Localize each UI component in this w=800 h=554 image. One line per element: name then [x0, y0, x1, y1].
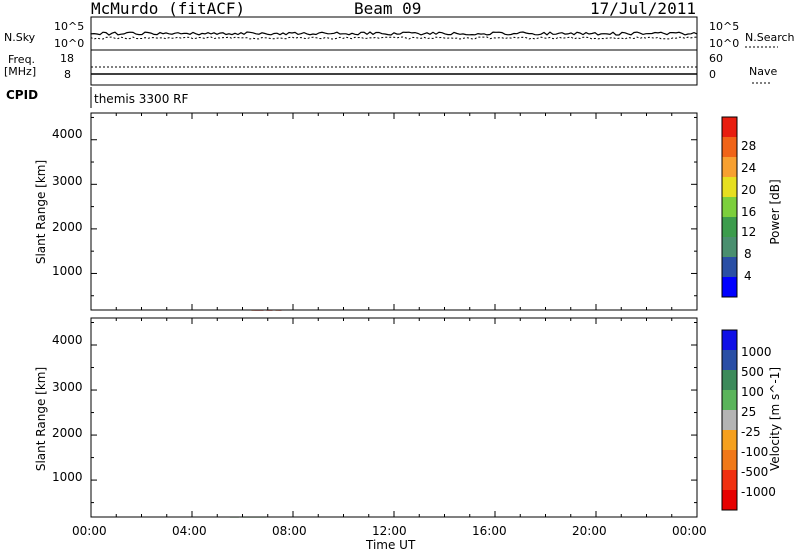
station-title: McMurdo (fitACF) — [91, 0, 246, 18]
power-ytick-2000: 2000 — [52, 220, 83, 234]
power-cbtick-16: 16 — [741, 205, 757, 219]
velocity-colorbar-swatch — [722, 330, 737, 350]
xtick-1200: 12:00 — [372, 524, 407, 538]
velocity-ytick-1000: 1000 — [52, 470, 83, 484]
power-colorbar-swatch — [722, 257, 737, 277]
velocity-cbtick-neg25: -25 — [741, 425, 761, 439]
power-ytick-4000: 4000 — [52, 127, 83, 141]
velocity-colorbar-label: Velocity [m s^-1] — [768, 366, 782, 472]
nave-label: Nave — [749, 65, 778, 78]
power-cbtick-24: 24 — [741, 161, 757, 175]
xtick-1600: 16:00 — [472, 524, 507, 538]
freq-tick-bottom: 8 — [64, 68, 71, 81]
freq-label: Freq. — [8, 53, 36, 66]
nave-tick-bottom: 0 — [709, 68, 716, 81]
power-colorbar-swatch — [722, 157, 737, 177]
velocity-colorbar-swatch — [722, 470, 737, 490]
power-cbtick-12: 12 — [741, 225, 757, 239]
power-colorbar-swatch — [722, 217, 737, 237]
power-cbtick-8: 8 — [744, 247, 752, 261]
velocity-cbtick-neg1000: -1000 — [741, 485, 776, 499]
nsky-tick-top: 10^5 — [54, 20, 85, 33]
velocity-colorbar-swatch — [722, 490, 737, 510]
nsearch-tick-top: 10^5 — [709, 20, 740, 33]
xtick-2000: 20:00 — [572, 524, 607, 538]
freq-unit: [MHz] — [4, 65, 37, 78]
velocity-ytick-3000: 3000 — [52, 380, 83, 394]
nsky-trace — [90, 31, 698, 36]
status-panel-freq-frame — [90, 49, 698, 86]
power-colorbar-label: Power [dB] — [768, 179, 782, 245]
power-colorbar-swatch — [722, 237, 737, 257]
velocity-cbtick-1000: 1000 — [741, 345, 772, 359]
freq-tick-top: 18 — [60, 52, 74, 65]
power-ytick-1000: 1000 — [52, 264, 83, 278]
velocity-colorbar-frame — [721, 329, 738, 511]
power-colorbar-swatch — [722, 177, 737, 197]
velocity-cbtick-500: 500 — [741, 365, 764, 379]
xtick-0400: 04:00 — [172, 524, 207, 538]
nsky-tick-bottom: 10^0 — [54, 37, 85, 50]
xtick-2400: 00:00 — [672, 524, 707, 538]
velocity-cbtick-25: 25 — [741, 405, 757, 419]
velocity-colorbar-swatch — [722, 450, 737, 470]
velocity-colorbar-swatch — [722, 430, 737, 450]
cpid-label: CPID — [6, 88, 39, 102]
power-cbtick-28: 28 — [741, 139, 757, 153]
power-cbtick-4: 4 — [744, 269, 752, 283]
velocity-cbtick-100: 100 — [741, 385, 764, 399]
velocity-cbtick-neg100: -100 — [741, 445, 769, 459]
velocity-ylabel: Slant Range [km] — [34, 366, 48, 472]
power-ylabel: Slant Range [km] — [34, 159, 48, 265]
power-colorbar-swatch — [722, 137, 737, 157]
nave-tick-top: 60 — [709, 52, 723, 65]
velocity-ytick-2000: 2000 — [52, 426, 83, 440]
velocity-colorbar-swatch — [722, 350, 737, 370]
cpid-value: themis 3300 RF — [94, 92, 189, 106]
power-frame — [90, 112, 698, 311]
power-colorbar-swatch — [722, 277, 737, 297]
nsky-label: N.Sky — [4, 31, 36, 44]
velocity-colorbar-swatch — [722, 390, 737, 410]
nsearch-label: N.Search — [745, 31, 795, 44]
velocity-ytick-4000: 4000 — [52, 333, 83, 347]
velocity-colorbar-swatch — [722, 370, 737, 390]
velocity-frame — [90, 317, 698, 518]
beam-title: Beam 09 — [354, 0, 422, 18]
power-ytick-3000: 3000 — [52, 174, 83, 188]
xtick-0800: 08:00 — [272, 524, 307, 538]
xaxis-label: Time UT — [366, 538, 416, 552]
power-cbtick-20: 20 — [741, 183, 757, 197]
velocity-colorbar-swatch — [722, 410, 737, 430]
date-title: 17/Jul/2011 — [590, 0, 696, 18]
velocity-cbtick-neg500: -500 — [741, 465, 769, 479]
power-colorbar-swatch — [722, 197, 737, 217]
nsearch-tick-bottom: 10^0 — [709, 37, 740, 50]
power-colorbar-swatch — [722, 117, 737, 137]
xtick-0000: 00:00 — [72, 524, 107, 538]
nsearch-trace — [90, 36, 698, 40]
power-colorbar-frame — [721, 116, 738, 298]
